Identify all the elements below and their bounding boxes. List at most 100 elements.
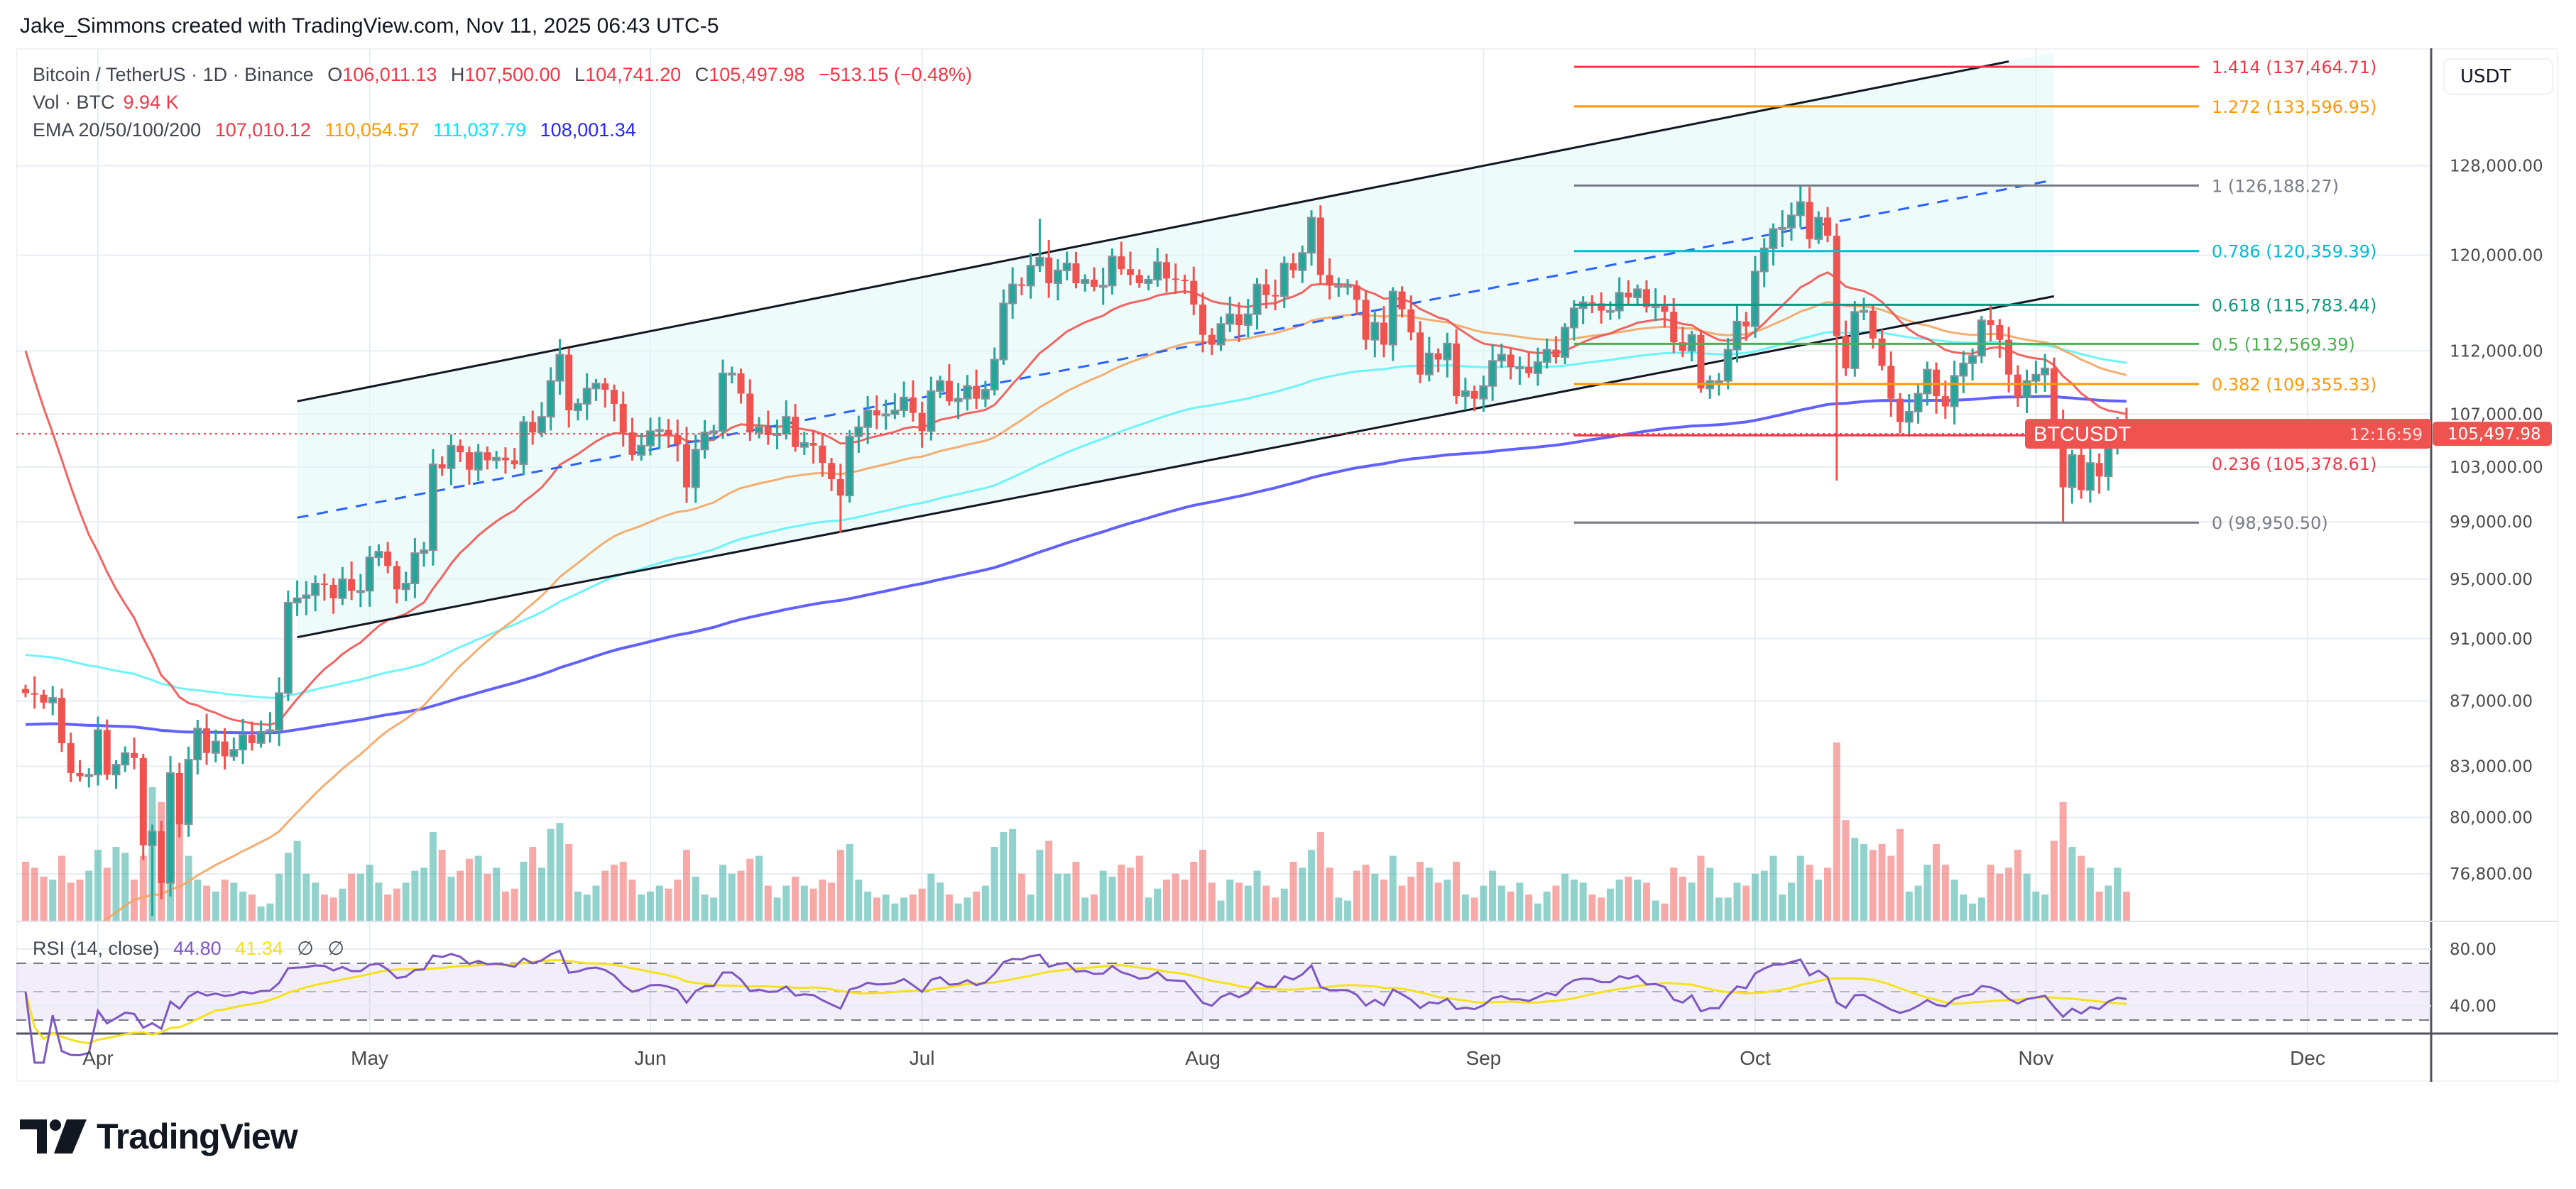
candle[interactable] [501,447,509,474]
candle[interactable] [1824,207,1832,243]
candle[interactable] [48,686,58,716]
candle[interactable] [1045,240,1053,298]
candle[interactable] [519,416,528,476]
candle[interactable] [474,444,483,481]
candle[interactable] [175,762,183,838]
candle[interactable] [1598,292,1605,324]
candle[interactable] [1533,347,1542,386]
candle[interactable] [1053,259,1062,301]
candle[interactable] [1996,319,2004,358]
candle[interactable] [1235,302,1243,342]
candle[interactable] [537,402,546,437]
candle[interactable] [1380,306,1388,358]
candle[interactable] [1443,332,1452,378]
candle[interactable] [1950,361,1959,424]
candle[interactable] [166,756,175,897]
candle[interactable] [1208,328,1216,356]
candle[interactable] [1216,317,1226,351]
candle[interactable] [348,561,356,601]
candle[interactable] [2078,444,2085,499]
candle[interactable] [2085,447,2095,503]
candle[interactable] [1850,301,1860,377]
candle[interactable] [1968,349,1977,381]
candle[interactable] [338,566,347,606]
channel-lower-line[interactable] [297,295,2055,639]
candle[interactable] [1705,375,1715,399]
candle[interactable] [1633,284,1642,307]
candle[interactable] [1072,251,1080,289]
candle[interactable] [1008,267,1017,319]
candle[interactable] [1181,274,1189,295]
candle[interactable] [565,348,573,428]
candle[interactable] [1561,323,1570,365]
candle[interactable] [809,429,817,464]
candle[interactable] [927,376,936,441]
candle[interactable] [2095,453,2103,494]
candle[interactable] [981,380,990,407]
candle[interactable] [1814,211,1823,244]
candle[interactable] [438,456,446,476]
candle[interactable] [1407,295,1415,341]
candle[interactable] [1507,348,1515,380]
candle[interactable] [457,439,464,462]
candle[interactable] [529,410,537,445]
candle[interactable] [1144,275,1153,290]
candle[interactable] [727,366,736,384]
candle[interactable] [873,395,880,429]
candle[interactable] [1479,376,1488,412]
candle[interactable] [1081,274,1090,292]
candle[interactable] [465,446,473,485]
candle[interactable] [283,590,293,701]
candle[interactable] [1334,278,1343,297]
candle[interactable] [990,347,999,396]
candle[interactable] [356,574,365,608]
candle[interactable] [221,728,229,770]
candle[interactable] [103,719,111,780]
candle[interactable] [293,580,302,616]
symbol-title[interactable]: Bitcoin / TetherUS · 1D · Binance [33,64,314,85]
candle[interactable] [573,398,582,421]
candle[interactable] [1860,297,1869,321]
candle[interactable] [1126,251,1134,285]
candle[interactable] [645,417,655,456]
candle[interactable] [610,384,618,422]
candle[interactable] [1778,210,1787,247]
candle[interactable] [21,684,29,698]
candle[interactable] [836,464,844,534]
candle[interactable] [628,417,636,461]
candle[interactable] [1262,269,1270,309]
channel-upper-line[interactable] [297,60,2009,402]
candle[interactable] [256,720,266,748]
candle[interactable] [582,373,591,420]
candle[interactable] [1461,378,1470,410]
candle[interactable] [131,738,138,769]
candle[interactable] [719,359,728,439]
candle[interactable] [1172,263,1179,295]
candle[interactable] [936,376,945,398]
candle[interactable] [619,391,627,447]
candle[interactable] [819,434,826,477]
candle[interactable] [1569,300,1578,341]
candle[interactable] [1272,279,1279,311]
candle[interactable] [266,712,275,743]
candle[interactable] [890,393,900,420]
candle[interactable] [1615,277,1624,319]
candle[interactable] [148,824,157,916]
candle[interactable] [918,401,926,448]
candle[interactable] [320,573,328,601]
candle[interactable] [1298,246,1307,283]
candle[interactable] [1914,383,1923,424]
candle[interactable] [700,420,709,459]
candle[interactable] [193,720,202,774]
candle[interactable] [1062,251,1071,280]
candle[interactable] [511,448,518,469]
rsi-legend[interactable]: RSI (14, close) 44.80 41.34 ∅ ∅ [33,938,344,960]
candle[interactable] [1098,268,1108,305]
candle[interactable] [2022,369,2031,414]
candle[interactable] [1026,252,1035,299]
candle[interactable] [683,427,691,503]
candle[interactable] [1326,258,1333,300]
candle[interactable] [1515,356,1524,385]
candle[interactable] [2014,365,2021,407]
candle[interactable] [31,676,38,709]
